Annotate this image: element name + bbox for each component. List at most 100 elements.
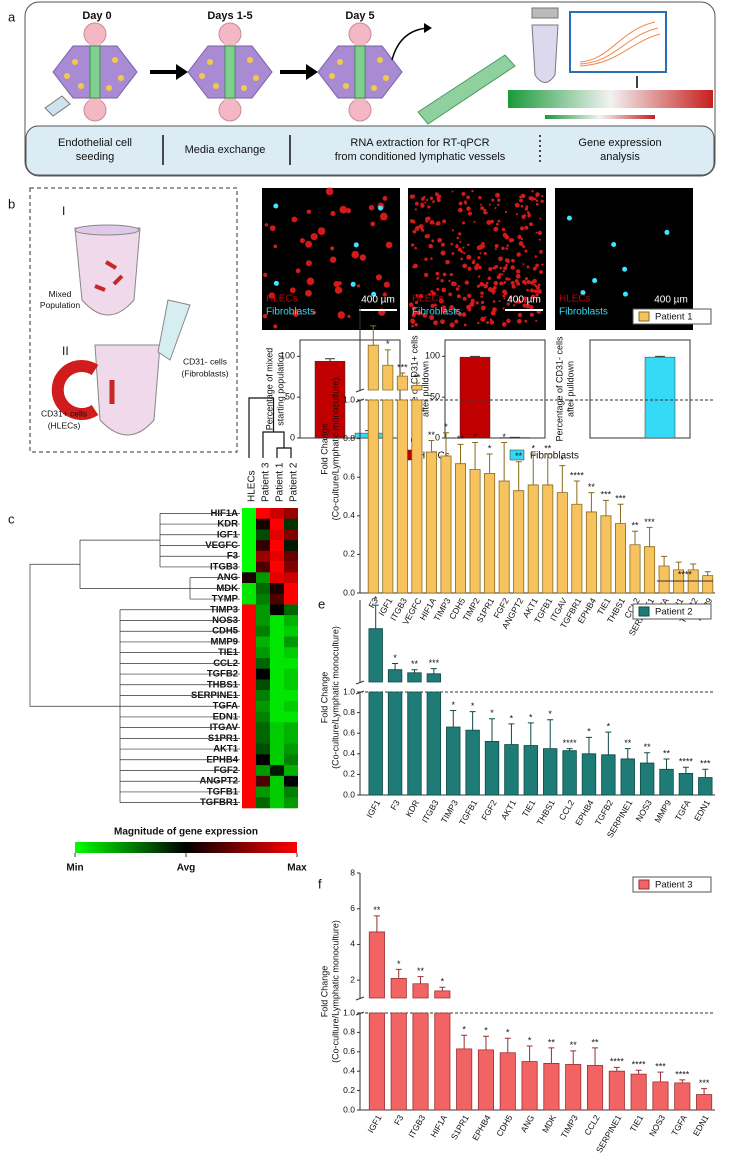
cell-dot: [424, 234, 429, 239]
column-label: Patient 3: [261, 462, 272, 502]
cell-dot: [502, 289, 507, 294]
amplification-curves: [579, 21, 661, 67]
gene-heatmap-thumbnail: [508, 90, 713, 108]
cell-dot: [305, 289, 312, 297]
cell-dot: [455, 243, 459, 247]
cell-dot: [504, 258, 509, 263]
bar: [600, 515, 612, 594]
cell-dot: [273, 280, 279, 286]
y-axis-label: after pulldown: [420, 361, 430, 417]
cell-dot: [539, 270, 544, 275]
significance-label: ****: [632, 1060, 647, 1070]
significance-label: **: [592, 1037, 600, 1047]
heatmap-cell: [256, 561, 270, 573]
cell-dot: [485, 281, 489, 285]
significance-label: ****: [563, 738, 578, 748]
heatmap-cell: [284, 765, 298, 777]
image-label: HLECs: [559, 294, 591, 305]
cell-dot: [480, 206, 485, 211]
colorbar-tick-label: Min: [66, 863, 83, 874]
error-bar: [570, 1050, 577, 1065]
cell-dot: [498, 300, 501, 303]
day-label: Day 0: [82, 10, 111, 22]
cell-dot: [511, 258, 515, 263]
heatmap-cell: [284, 561, 298, 573]
cell-dot: [535, 293, 539, 297]
cell-dot: [496, 203, 500, 207]
heatmap-cell: [242, 647, 256, 659]
cell-dot: [428, 243, 433, 249]
bar: [459, 356, 491, 439]
significance-label: **: [570, 1040, 578, 1050]
cell-dot: [449, 305, 455, 310]
cell-dot: [371, 291, 377, 297]
cell-dot: [530, 288, 535, 293]
cell-dot: [325, 187, 334, 196]
cell-dot: [526, 279, 531, 285]
y-tick-label: 8: [350, 867, 355, 877]
y-tick-label: 0.2: [343, 549, 355, 559]
error-bar: [472, 441, 479, 470]
heatmap-cell: [256, 690, 270, 702]
colorbar: [75, 842, 297, 853]
cell-dot: [467, 211, 472, 216]
column-label: Patient 2: [289, 462, 300, 502]
heatmap-cell: [284, 625, 298, 637]
cell-dot: [488, 267, 493, 271]
heatmap-cell: [256, 668, 270, 680]
cell-dot: [466, 195, 470, 200]
cell-dot: [524, 249, 528, 253]
x-tick-label: EPHB4: [573, 798, 596, 827]
cell-dot: [505, 277, 509, 281]
cell-dot: [414, 300, 419, 305]
cell-dot: [450, 242, 453, 246]
error-bar: [679, 1079, 686, 1083]
panel-label: b: [8, 196, 15, 211]
y-tick-label: 100: [425, 351, 440, 361]
cell-dot: [502, 307, 505, 310]
cell-dot: [273, 324, 278, 329]
cell-dot: [422, 313, 427, 318]
cell-dot: [510, 280, 515, 285]
cell-dot: [516, 282, 521, 286]
cell-dot: [538, 238, 541, 241]
cell-dot: [262, 314, 268, 319]
error-bar: [370, 325, 377, 346]
cell-dot: [424, 257, 428, 261]
cell-dot: [510, 238, 515, 242]
cell-dot: [526, 211, 530, 215]
cell-dot: [305, 240, 313, 248]
bar: [484, 472, 496, 594]
cell-dot: [375, 274, 383, 281]
cell-dot: [515, 273, 521, 279]
heatmap-cell: [242, 765, 256, 777]
panel-label: a: [8, 9, 16, 24]
image-label: HLECs: [412, 294, 444, 305]
heatmap-cell: [270, 775, 284, 787]
error-bar: [632, 530, 639, 545]
legend-frame: [632, 876, 712, 893]
bar: [382, 364, 394, 594]
arrow-head: [306, 64, 318, 80]
heatmap-cell: [270, 604, 284, 616]
bar: [527, 484, 539, 594]
tube: [157, 299, 191, 361]
heatmap-cell: [242, 572, 256, 584]
cell-dot: [330, 211, 336, 217]
colorbar-tick-label: Avg: [177, 863, 196, 874]
cell-dot: [410, 194, 415, 199]
heatmap-cell: [242, 604, 256, 616]
cell-dot: [512, 304, 516, 307]
cell-dot: [486, 220, 492, 225]
error-bar: [399, 372, 406, 377]
heatmap-cell: [242, 540, 256, 552]
heatmap-cell: [270, 647, 284, 659]
cell-dot: [448, 292, 453, 297]
day-label: Day 5: [345, 10, 374, 22]
bar: [446, 726, 461, 796]
cell-dot: [449, 272, 454, 277]
cell-dot: [483, 210, 487, 215]
heatmap-cell: [270, 786, 284, 798]
cell-dot: [505, 247, 509, 250]
cell-dot: [503, 281, 507, 285]
